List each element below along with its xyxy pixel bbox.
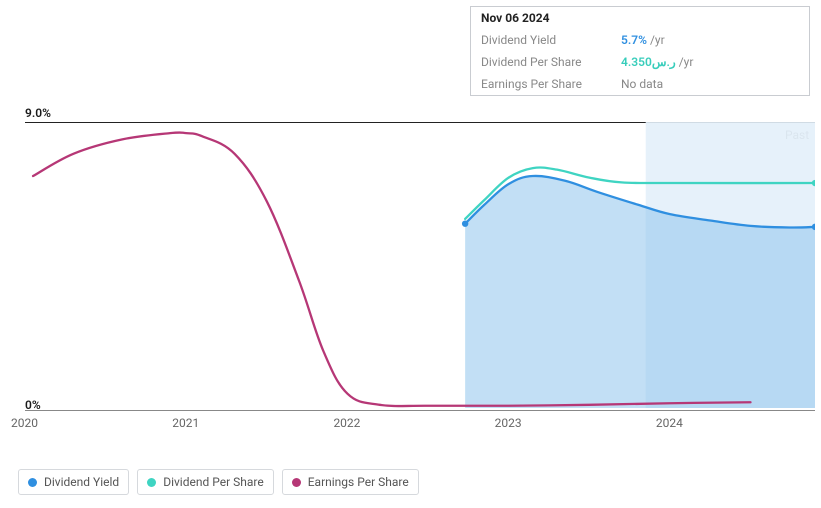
tooltip-row-yield: Dividend Yield 5.7%/yr bbox=[471, 29, 809, 51]
x-tick: 2023 bbox=[495, 416, 522, 430]
tooltip-label-dps: Dividend Per Share bbox=[481, 55, 621, 69]
tooltip-label-yield: Dividend Yield bbox=[481, 33, 621, 47]
legend-item-dividend-per-share[interactable]: Dividend Per Share bbox=[137, 469, 274, 495]
tooltip-row-dps: Dividend Per Share ر.س4.350/yr bbox=[471, 51, 809, 73]
tooltip-value-eps: No data bbox=[621, 77, 663, 91]
legend-swatch bbox=[28, 478, 37, 487]
legend-label: Earnings Per Share bbox=[308, 475, 409, 489]
chart-svg[interactable] bbox=[25, 118, 815, 420]
legend-swatch bbox=[292, 478, 301, 487]
x-tick: 2020 bbox=[11, 416, 38, 430]
tooltip-label-eps: Earnings Per Share bbox=[481, 77, 621, 91]
tooltip-box: Nov 06 2024 Dividend Yield 5.7%/yr Divid… bbox=[470, 6, 810, 96]
tooltip-date-row: Nov 06 2024 bbox=[471, 7, 809, 29]
chart-area: 9.0% 0% Past 20202021202220232024 bbox=[25, 118, 815, 420]
dividend-yield-start-dot bbox=[462, 220, 468, 226]
legend-item-dividend-yield[interactable]: Dividend Yield bbox=[18, 469, 129, 495]
x-tick: 2022 bbox=[333, 416, 360, 430]
x-tick: 2024 bbox=[656, 416, 683, 430]
legend-label: Dividend Yield bbox=[44, 475, 119, 489]
x-tick: 2021 bbox=[172, 416, 199, 430]
tooltip-value-dps: ر.س4.350/yr bbox=[621, 55, 693, 69]
tooltip-row-eps: Earnings Per Share No data bbox=[471, 73, 809, 95]
legend-label: Dividend Per Share bbox=[163, 475, 264, 489]
legend: Dividend Yield Dividend Per Share Earnings… bbox=[18, 469, 419, 495]
tooltip-value-yield: 5.7%/yr bbox=[621, 33, 665, 47]
legend-item-earnings-per-share[interactable]: Earnings Per Share bbox=[282, 469, 419, 495]
tooltip-date: Nov 06 2024 bbox=[481, 11, 550, 25]
legend-swatch bbox=[147, 478, 156, 487]
